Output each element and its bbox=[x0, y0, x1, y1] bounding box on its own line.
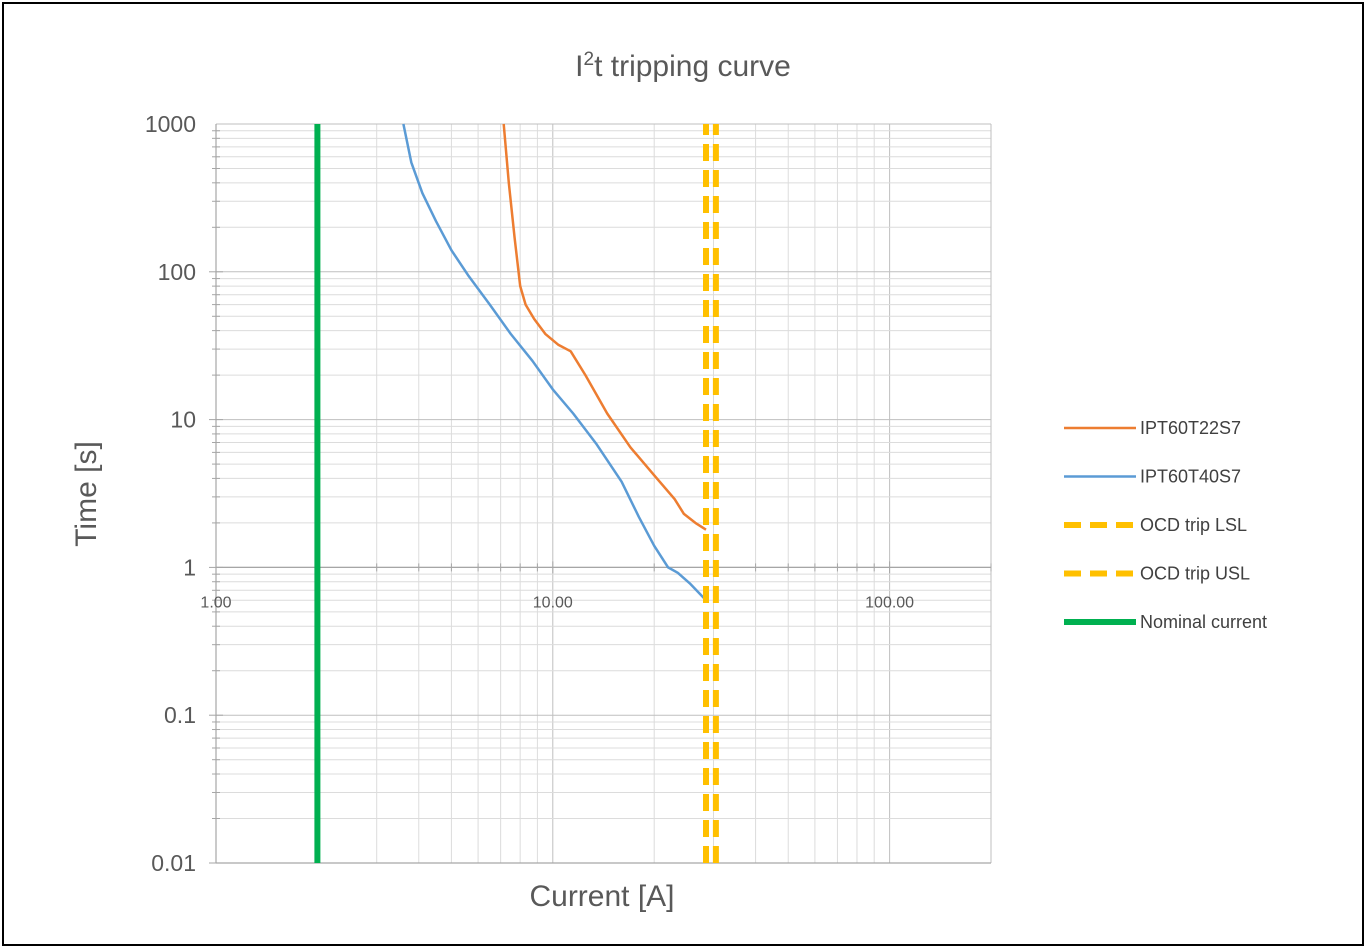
x-tick-label: 100.00 bbox=[865, 594, 914, 611]
series-line-ipt60t40s7 bbox=[402, 123, 707, 602]
series-line-ipt60t22s7 bbox=[502, 123, 707, 531]
x-axis-title: Current [A] bbox=[529, 880, 674, 913]
series-layer bbox=[314, 123, 719, 863]
legend-label-ocd-trip-lsl: OCD trip LSL bbox=[1140, 515, 1247, 535]
y-tick-label: 100 bbox=[158, 259, 196, 285]
legend-label-ipt60t22s7: IPT60T22S7 bbox=[1140, 418, 1241, 438]
y-tick-label: 1 bbox=[183, 554, 196, 580]
y-tick-label: 0.01 bbox=[151, 850, 196, 876]
chart-title-main: I bbox=[575, 50, 583, 83]
x-tick-label: 10.00 bbox=[533, 594, 573, 611]
legend: IPT60T22S7 IPT60T40S7 OCD trip LSL OCD trip… bbox=[1064, 418, 1267, 632]
ticks-layer: 1000 100 10 1 0.1 0.01 1.00 10.00 100.00 bbox=[145, 111, 914, 876]
y-axis-title: Time [s] bbox=[70, 441, 103, 547]
chart-title-rest: t tripping curve bbox=[594, 50, 791, 83]
legend-label-nominal-current: Nominal current bbox=[1140, 612, 1267, 632]
y-tick-label: 0.1 bbox=[164, 702, 196, 728]
chart-canvas: 1000 100 10 1 0.1 0.01 1.00 10.00 100.00 I2t tri… bbox=[70, 49, 1267, 913]
grid-layer bbox=[215, 123, 992, 864]
y-tick-label: 1000 bbox=[145, 111, 196, 137]
x-tick-label: 1.00 bbox=[200, 594, 231, 611]
chart-title-superscript: 2 bbox=[584, 49, 595, 70]
axes-layer bbox=[209, 124, 992, 864]
legend-label-ipt60t40s7: IPT60T40S7 bbox=[1140, 467, 1241, 487]
legend-label-ocd-trip-usl: OCD trip USL bbox=[1140, 564, 1250, 584]
y-tick-label: 10 bbox=[170, 407, 196, 433]
chart-title: I2t tripping curve bbox=[575, 49, 791, 83]
